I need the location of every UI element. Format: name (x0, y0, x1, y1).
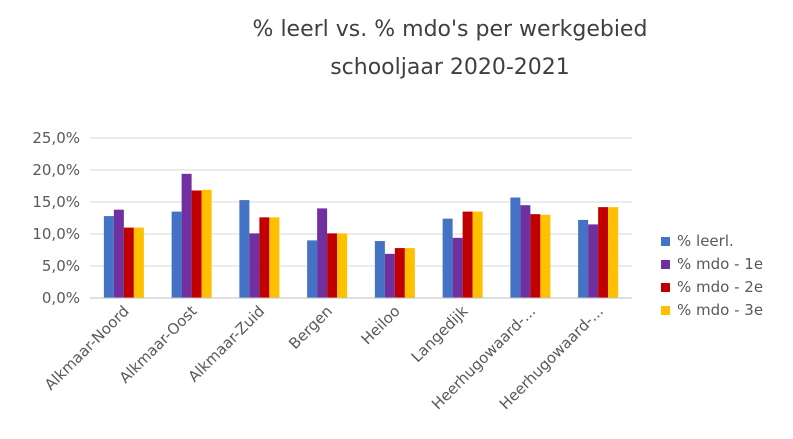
bar (404, 248, 415, 298)
legend-entry-label: % mdo - 2e (677, 278, 763, 296)
bar (191, 190, 202, 298)
legend-swatch (661, 283, 670, 292)
bar (520, 205, 531, 298)
x-category-label: Bergen (285, 302, 336, 353)
bar (452, 237, 463, 298)
bar (171, 211, 182, 298)
bar (269, 217, 280, 298)
legend-entry-label: % mdo - 3e (677, 301, 763, 319)
bar (307, 240, 318, 298)
bar (462, 211, 473, 298)
bar (374, 241, 385, 298)
bar (384, 253, 395, 298)
bar (103, 216, 114, 298)
bar (394, 248, 405, 298)
bar (249, 233, 260, 298)
y-tick-label: 15,0% (32, 193, 80, 211)
bar (327, 233, 338, 298)
gridlines (90, 137, 632, 267)
bar (578, 219, 589, 298)
y-tick-label: 5,0% (42, 257, 80, 275)
y-tick-label: 10,0% (32, 225, 80, 243)
y-tick-label: 25,0% (32, 129, 80, 147)
bar (472, 211, 483, 298)
bar (530, 214, 541, 298)
legend-swatch (661, 237, 670, 246)
bar-series (103, 173, 619, 298)
legend-swatch (661, 306, 670, 315)
bar (608, 207, 619, 298)
legend-entry-label: % mdo - 1e (677, 255, 763, 273)
bar (540, 214, 551, 298)
bar (510, 197, 521, 298)
chart-title-line-1: % leerl vs. % mdo's per werkgebied (253, 17, 648, 42)
y-axis-tick-labels: 0,0% 5,0% 10,0% 15,0% 20,0% 25,0% (32, 129, 80, 307)
bar (113, 209, 124, 298)
chart-title-line-2: schooljaar 2020-2021 (330, 55, 570, 80)
bar (442, 218, 453, 298)
bar (239, 200, 250, 298)
x-category-label: Langedijk (408, 302, 472, 366)
bar (181, 173, 192, 298)
y-tick-label: 20,0% (32, 161, 80, 179)
bar (337, 233, 348, 298)
legend-swatch (661, 260, 670, 269)
bar (317, 208, 328, 298)
bar (259, 217, 270, 298)
x-category-label: Alkmaar-Noord (41, 302, 133, 394)
bar (588, 224, 599, 298)
bar (201, 189, 212, 298)
bar (123, 227, 134, 298)
bar (598, 207, 609, 298)
chart-title: % leerl vs. % mdo's per werkgebied schoo… (253, 17, 648, 80)
y-tick-label: 0,0% (42, 289, 80, 307)
legend: % leerl. % mdo - 1e % mdo - 2e % mdo - 3e (661, 232, 763, 319)
x-category-label: Heiloo (358, 302, 404, 348)
legend-entry-label: % leerl. (677, 232, 734, 250)
bar (133, 227, 144, 298)
